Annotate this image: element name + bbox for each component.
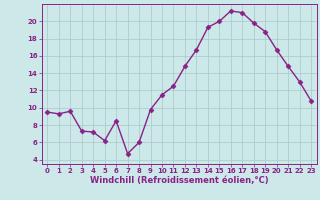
X-axis label: Windchill (Refroidissement éolien,°C): Windchill (Refroidissement éolien,°C) [90,176,268,185]
